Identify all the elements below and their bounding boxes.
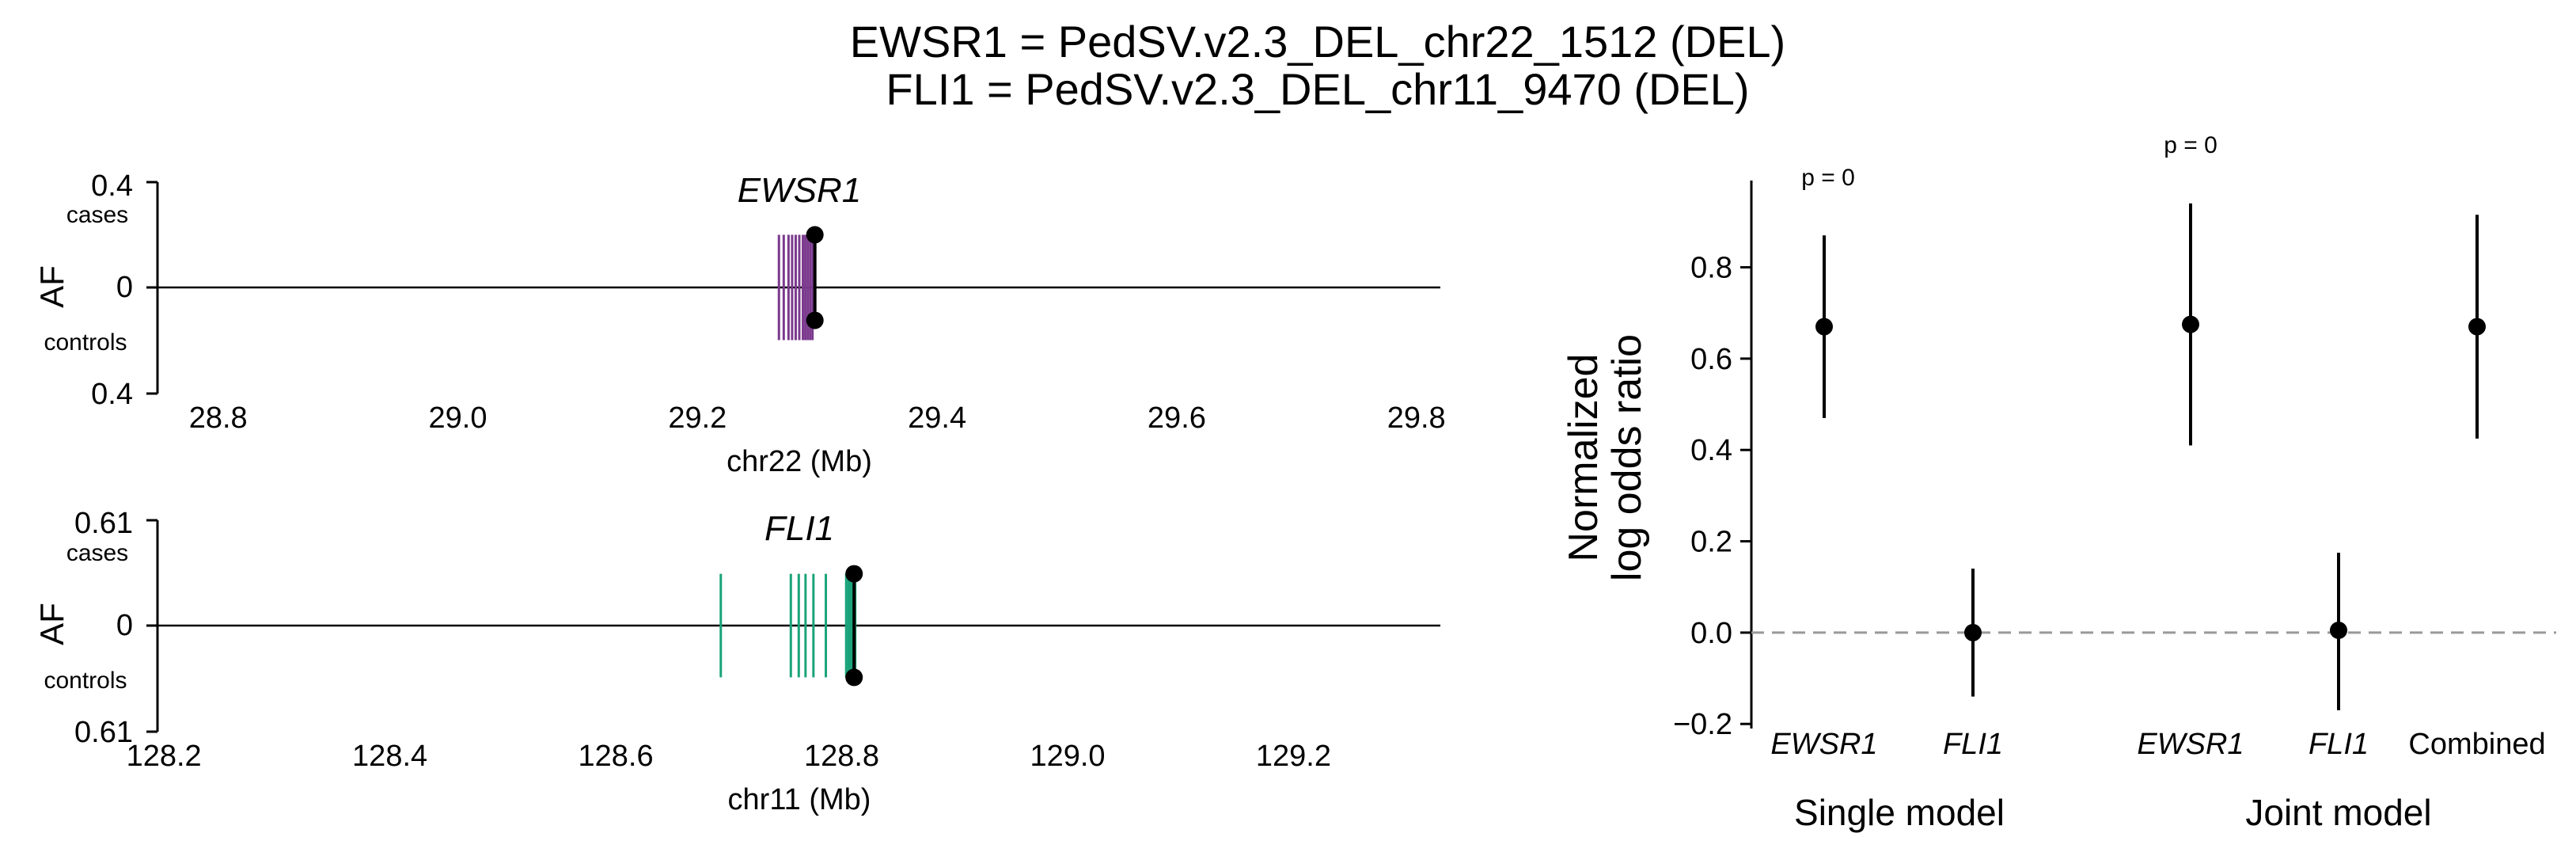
odds-ratio-ytick-label: 0.4 xyxy=(1690,434,1732,467)
fli1-xtick-label-5: 129.2 xyxy=(1256,740,1331,773)
ewsr1-xtick-label-0: 28.8 xyxy=(189,401,248,435)
odds-ratio-point xyxy=(1815,318,1833,336)
odds-ratio-point xyxy=(2182,315,2199,333)
single-model-p-value: p = 0 xyxy=(1801,165,1855,191)
ewsr1-cases-af-point xyxy=(806,226,824,244)
fli1-xtick-label-4: 129.0 xyxy=(1030,740,1105,773)
odds-ratio-point xyxy=(2330,622,2347,640)
fli1-xtick-label-0: 128.2 xyxy=(127,740,202,773)
fli1-locus-panel: FLI1 AF cases controls 0.61 0 0.61 chr11… xyxy=(33,507,1440,816)
odds-ratio-ytick-label: 0.2 xyxy=(1690,526,1732,559)
ewsr1-xtick-label-1: 29.0 xyxy=(429,401,488,435)
ewsr1-ytick-top: 0.4 xyxy=(91,169,133,203)
ewsr1-x-axis-label: chr22 (Mb) xyxy=(727,445,872,478)
fli1-ytick-top: 0.61 xyxy=(74,507,133,540)
odds-ratio-category-label: FLI1 xyxy=(1943,728,2003,761)
fli1-y-axis-label: AF xyxy=(33,603,70,645)
fli1-cases-label: cases xyxy=(66,540,128,566)
odds-ratio-category-label: FLI1 xyxy=(2309,728,2369,761)
ewsr1-y-axis-label: AF xyxy=(33,265,70,308)
fli1-cases-af-point xyxy=(845,565,863,583)
ewsr1-xtick-label-2: 29.2 xyxy=(668,401,727,435)
fli1-controls-label: controls xyxy=(44,668,127,694)
odds-ratio-ytick-label: −0.2 xyxy=(1673,708,1732,741)
ewsr1-panel-title: EWSR1 xyxy=(738,171,861,210)
ewsr1-controls-label: controls xyxy=(44,329,127,356)
odds-ratio-ytick-label: 0.8 xyxy=(1690,252,1732,285)
figure-title-line-2: FLI1 = PedSV.v2.3_DEL_chr11_9470 (DEL) xyxy=(886,64,1749,114)
odds-ratio-category-label: EWSR1 xyxy=(2137,728,2244,761)
odds-ratio-y-label-line-2: log odds ratio xyxy=(1604,334,1650,581)
odds-ratio-point xyxy=(1964,623,1982,641)
fli1-controls-af-point xyxy=(845,668,863,687)
odds-ratio-category-label: EWSR1 xyxy=(1770,728,1877,761)
odds-ratio-panel: Normalized log odds ratio Single model J… xyxy=(1561,132,2556,833)
fli1-x-axis-label: chr11 (Mb) xyxy=(728,783,871,816)
fli1-xtick-label-1: 128.4 xyxy=(352,740,427,773)
fli1-ytick-bottom: 0.61 xyxy=(74,716,133,749)
joint-model-label: Joint model xyxy=(2245,792,2431,833)
fli1-xtick-label-3: 128.8 xyxy=(804,740,879,773)
odds-ratio-ytick-label: 0.6 xyxy=(1690,343,1732,376)
ewsr1-xtick-label-3: 29.4 xyxy=(908,401,966,435)
ewsr1-cases-label: cases xyxy=(66,202,128,228)
ewsr1-ytick-bottom: 0.4 xyxy=(91,378,133,411)
odds-ratio-point xyxy=(2468,318,2486,336)
odds-ratio-y-label-line-1: Normalized xyxy=(1561,354,1607,562)
fli1-ytick-zero: 0 xyxy=(116,609,133,642)
joint-model-p-value: p = 0 xyxy=(2164,132,2217,158)
ewsr1-ytick-zero: 0 xyxy=(116,271,133,304)
odds-ratio-category-label: Combined xyxy=(2408,728,2545,761)
fli1-xtick-label-2: 128.6 xyxy=(579,740,654,773)
ewsr1-xtick-label-5: 29.8 xyxy=(1387,401,1446,435)
ewsr1-controls-af-point xyxy=(806,311,824,329)
ewsr1-locus-panel: EWSR1 AF cases controls 0.4 0 0.4 chr22 … xyxy=(33,169,1446,478)
fli1-panel-title: FLI1 xyxy=(764,509,834,548)
figure-title-line-1: EWSR1 = PedSV.v2.3_DEL_chr22_1512 (DEL) xyxy=(850,17,1785,67)
single-model-label: Single model xyxy=(1794,792,2005,833)
odds-ratio-ytick-label: 0.0 xyxy=(1690,617,1732,650)
ewsr1-xtick-label-4: 29.6 xyxy=(1148,401,1206,435)
